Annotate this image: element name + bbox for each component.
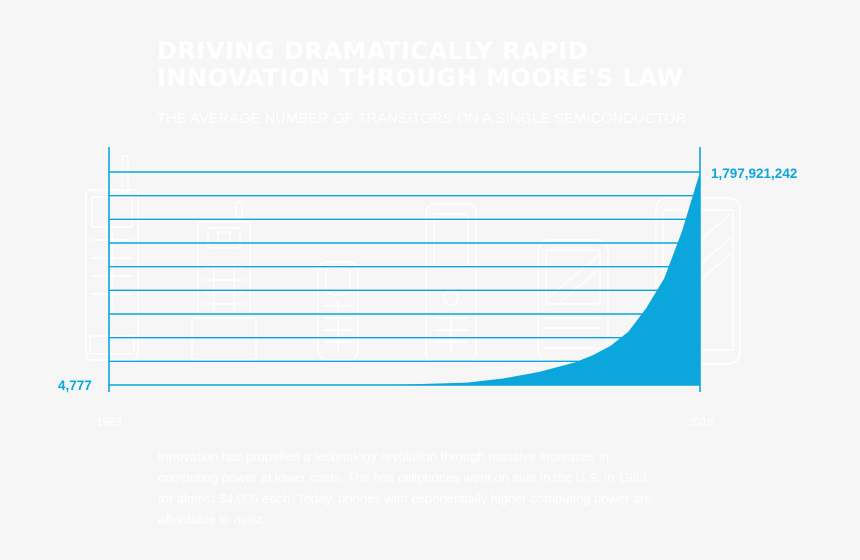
x-end-label: 2016 [688,417,714,429]
compact-phone-icon [317,261,359,361]
x-start-label: 1983 [96,417,122,429]
bar-phone-icon [191,201,257,361]
brick-phone-icon [85,155,139,361]
chart-subtitle: THE AVERAGE NUMBER OF TRANSITORS ON A SI… [157,111,687,127]
series-area [109,172,700,385]
description-text: Innovation has propelled a technology re… [158,449,652,527]
gridlines [109,171,700,386]
start-value-label: 4,777 [58,378,92,393]
end-value-label: 1,797,921,242 [711,166,797,181]
chart-title: DRIVING DRAMATICALLY RAPID INNOVATION TH… [157,37,684,92]
qwerty-phone-icon [537,239,609,363]
phone-illustrations [85,155,741,365]
